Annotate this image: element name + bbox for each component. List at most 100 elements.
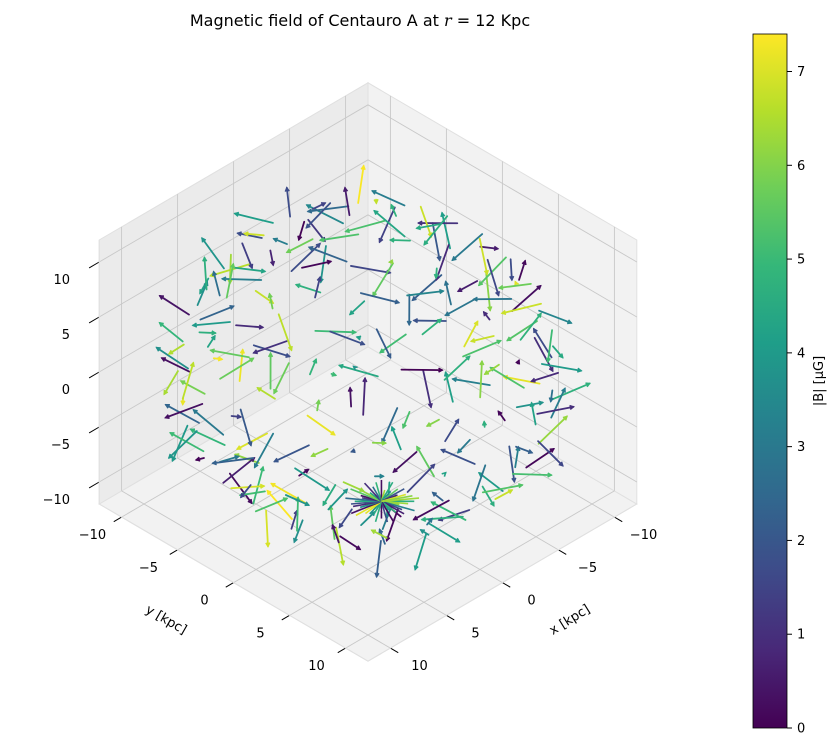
quiver-arrow	[481, 484, 523, 494]
quiver-arrowhead	[318, 237, 325, 243]
quiver-arrowhead	[440, 448, 446, 454]
quiver-arrow	[230, 485, 265, 490]
quiver-arrow	[519, 312, 542, 341]
quiver-arrow	[219, 455, 240, 463]
quiver-arrowhead	[253, 463, 259, 469]
quiver-arrow	[479, 245, 499, 250]
quiver-arrowhead	[438, 367, 444, 373]
quiver-arrow	[203, 256, 208, 291]
quiver-arrowhead	[320, 202, 327, 207]
quiver-arrow	[294, 467, 330, 491]
quiver-arrow	[331, 524, 340, 544]
quiver-arrowhead	[436, 255, 442, 262]
grid-wall-z	[367, 324, 638, 483]
colorbar-label: |B| [μG]	[812, 356, 827, 406]
quiver-arrowhead	[155, 346, 161, 352]
quiver-arrowhead	[326, 259, 333, 265]
quiver-arrowhead	[236, 231, 242, 237]
quiver-arrow	[301, 260, 332, 269]
quiver-arrow	[497, 410, 506, 422]
quiver-arrowhead	[307, 246, 314, 251]
quiver-arrows	[155, 164, 591, 579]
quiver-arrow	[511, 285, 542, 312]
quiver-arrow	[422, 369, 432, 408]
quiver-arrow	[551, 382, 591, 401]
quiver-arrowhead	[273, 457, 279, 463]
quiver-arrowhead	[315, 242, 321, 248]
quiver-arrowhead	[342, 186, 349, 193]
quiver-arrowhead	[454, 418, 460, 424]
quiver-arrowhead	[381, 440, 388, 446]
quiver-arrow	[503, 375, 541, 385]
quiver-arrow	[212, 271, 221, 297]
quiver-arrowhead	[443, 280, 450, 286]
quiver-arrow	[416, 223, 442, 230]
quiver-arrow	[201, 237, 225, 270]
quiver-arrowhead	[331, 523, 337, 530]
quiver-arrowhead	[533, 327, 538, 334]
quiver-arrow	[478, 256, 507, 286]
quiver-arrow	[293, 519, 304, 543]
quiver-arrowhead	[416, 445, 421, 451]
quiver-arrow	[192, 409, 225, 436]
quiver-arrowhead	[444, 311, 450, 317]
quiver-arrowhead	[306, 208, 313, 214]
quiver-arrow	[360, 292, 400, 304]
quiver-arrow	[252, 344, 291, 358]
quiver-arrow	[363, 482, 383, 502]
quiver-arrow	[268, 293, 274, 310]
quiver-arrow	[212, 457, 255, 465]
quiver-arrowhead	[284, 186, 290, 192]
quiver-arrowhead	[273, 388, 278, 395]
quiver-arrowhead	[164, 414, 170, 419]
quiver-arrowhead	[456, 287, 463, 293]
quiver-arrowhead	[247, 498, 253, 505]
quiver-arrowhead	[211, 330, 217, 336]
quiver-arrow	[266, 489, 293, 520]
quiver-arrow	[286, 238, 314, 254]
quiver-arrow	[419, 205, 433, 238]
x-axis-label: x [kpc]	[547, 602, 593, 639]
quiver-arrow	[236, 232, 263, 239]
quiver-arrow	[269, 249, 275, 266]
quiver-arrow	[222, 457, 256, 484]
chart-title-prefix: Magnetic field of Centauro A at	[190, 11, 444, 30]
quiver-arrow	[375, 539, 382, 578]
quiver-arrow	[290, 243, 321, 272]
quiver-arrowhead	[192, 409, 198, 415]
quiver-arrowhead	[243, 231, 249, 237]
quiver-arrowhead	[379, 473, 385, 479]
quiver-arrow	[452, 378, 491, 387]
quiver-arrowhead	[530, 377, 536, 383]
quiver-arrow	[435, 244, 450, 281]
quiver-arrow	[537, 440, 564, 467]
quiver-arrow	[158, 322, 184, 343]
quiver-arrowhead	[235, 445, 242, 450]
quiver-arrowhead	[469, 337, 476, 344]
quiver-arrowhead	[169, 432, 175, 437]
quiver-arrow	[298, 468, 310, 477]
quiver-arrow	[171, 424, 189, 462]
quiver-arrowhead	[163, 389, 169, 396]
quiver-arrowhead	[234, 454, 240, 460]
quiver-arrowhead	[423, 240, 429, 246]
quiver-arrow	[501, 302, 542, 315]
quiver-arrow	[206, 335, 216, 348]
z-tick-label: −5	[51, 438, 70, 453]
quiver-arrow	[378, 528, 386, 545]
quiver-arrowhead	[411, 296, 417, 302]
quiver-arrow	[241, 242, 253, 269]
quiver-arrow	[273, 444, 310, 463]
quiver-arrowhead	[548, 397, 554, 403]
quiver-arrow	[319, 233, 360, 242]
quiver-arrowhead	[351, 329, 358, 335]
quiver-arrowhead	[338, 523, 344, 529]
quiver-arrow	[486, 258, 500, 297]
grid-floor-y	[289, 457, 559, 616]
quiver-arrowhead	[427, 402, 433, 409]
quiver-arrowhead	[576, 367, 583, 373]
quiver-arrowhead	[378, 528, 384, 534]
axes-panes	[98, 81, 638, 662]
grid-floor-y	[345, 490, 615, 649]
y-tick-label: 5	[256, 626, 264, 641]
